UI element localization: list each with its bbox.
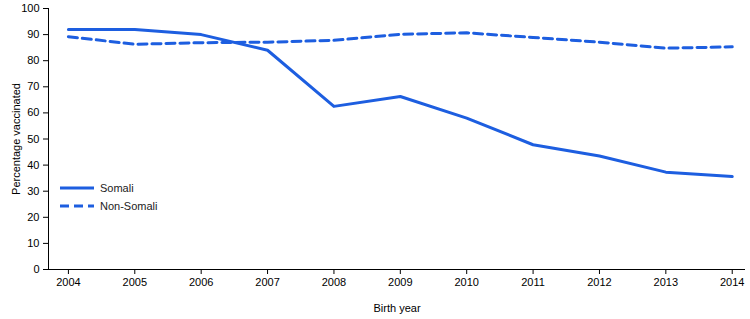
svg-text:2014: 2014 (720, 276, 744, 288)
svg-text:2012: 2012 (587, 276, 611, 288)
html-text:Somali: Somali (100, 182, 134, 194)
svg-text:70: 70 (27, 80, 39, 92)
svg-text:20: 20 (27, 211, 39, 223)
svg-text:2004: 2004 (56, 276, 80, 288)
svg-text:50: 50 (27, 133, 39, 145)
html-text:Non-Somali: Non-Somali (100, 200, 158, 212)
svg-text:80: 80 (27, 54, 39, 66)
svg-text:10: 10 (27, 237, 39, 249)
svg-text:40: 40 (27, 159, 39, 171)
svg-text:2010: 2010 (454, 276, 478, 288)
svg-text:30: 30 (27, 185, 39, 197)
svg-text:2006: 2006 (189, 276, 213, 288)
svg-text:60: 60 (27, 106, 39, 118)
svg-text:2013: 2013 (654, 276, 678, 288)
svg-text:2008: 2008 (322, 276, 346, 288)
svg-text:90: 90 (27, 28, 39, 40)
svg-text:2005: 2005 (123, 276, 147, 288)
svg-text:0: 0 (33, 263, 39, 275)
svg-text:100: 100 (21, 2, 39, 14)
svg-text:2009: 2009 (388, 276, 412, 288)
svg-text:2011: 2011 (521, 276, 545, 288)
svg-text:2007: 2007 (255, 276, 279, 288)
svg-text:Birth year: Birth year (373, 302, 420, 314)
svg-text:Percentage vaccinated: Percentage vaccinated (10, 83, 22, 195)
